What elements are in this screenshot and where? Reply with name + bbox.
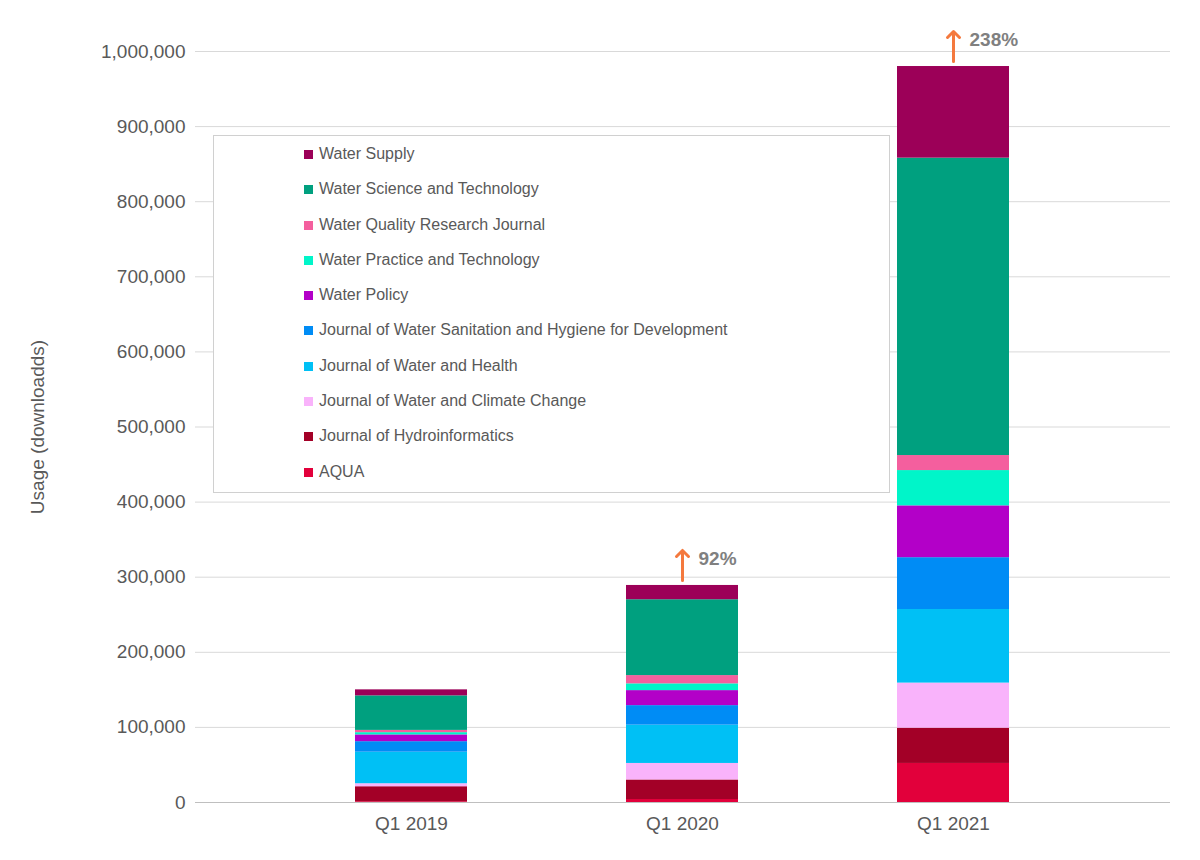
- svg-text:92%: 92%: [699, 548, 737, 569]
- html-text:Water Quality Research Journal: Water Quality Research Journal: [319, 215, 546, 233]
- svg-text:200,000: 200,000: [117, 641, 186, 662]
- svg-text:238%: 238%: [970, 29, 1019, 50]
- html-text:Water Policy: Water Policy: [319, 286, 409, 304]
- html-text:Journal of Water and Climate C: Journal of Water and Climate Change: [319, 392, 587, 410]
- svg-text:100,000: 100,000: [117, 716, 186, 737]
- svg-text:800,000: 800,000: [117, 191, 186, 212]
- svg-text:Q1 2019: Q1 2019: [375, 813, 448, 834]
- html-text:Journal of Hydroinformatics: Journal of Hydroinformatics: [319, 427, 514, 445]
- svg-text:700,000: 700,000: [117, 266, 186, 287]
- svg-text:400,000: 400,000: [117, 491, 186, 512]
- svg-text:1,000,000: 1,000,000: [101, 41, 186, 62]
- html-text:AQUA: AQUA: [319, 462, 365, 480]
- svg-text:0: 0: [175, 792, 186, 813]
- svg-text:Usage (downloadds): Usage (downloadds): [27, 340, 48, 514]
- svg-text:500,000: 500,000: [117, 416, 186, 437]
- html-text:Journal of Water and Health: Journal of Water and Health: [319, 356, 518, 374]
- html-text:Water Practice and Technology: Water Practice and Technology: [319, 250, 540, 268]
- html-text:Water Science and Technology: Water Science and Technology: [319, 180, 539, 198]
- svg-text:Q1 2020: Q1 2020: [646, 813, 719, 834]
- svg-text:300,000: 300,000: [117, 566, 186, 587]
- svg-text:900,000: 900,000: [117, 116, 186, 137]
- html-text:Journal of Water Sanitation an: Journal of Water Sanitation and Hygiene …: [319, 321, 728, 339]
- html-text:Water Supply: Water Supply: [319, 145, 415, 162]
- svg-text:Q1 2021: Q1 2021: [917, 813, 990, 834]
- svg-text:600,000: 600,000: [117, 341, 186, 362]
